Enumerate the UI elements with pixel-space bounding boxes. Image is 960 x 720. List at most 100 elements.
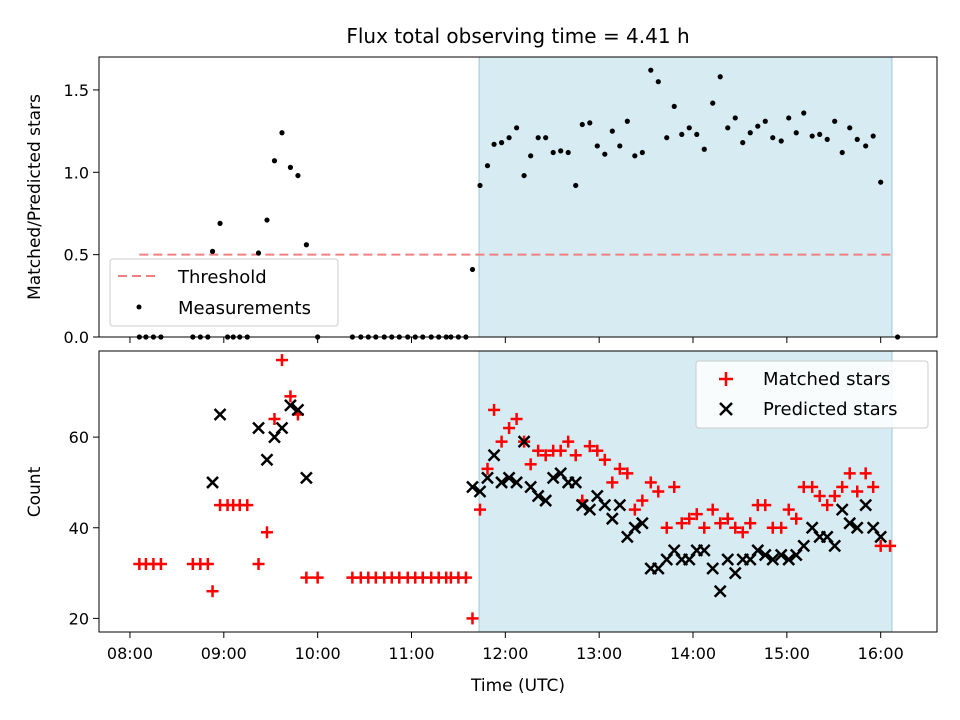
predicted-star-point: [828, 539, 842, 553]
matched-star-point: [569, 449, 582, 462]
predicted-star-point: [291, 403, 305, 417]
predicted-star-point: [766, 553, 780, 566]
predicted-star-point: [495, 476, 508, 489]
matched-star-point: [268, 412, 281, 425]
x-stroke-b: [874, 530, 888, 544]
predicted-star-point: [797, 539, 811, 553]
x-stroke-b: [206, 476, 219, 489]
matched-star-point: [721, 512, 734, 525]
predicted-star-point: [751, 544, 765, 557]
measurement-point: [279, 130, 285, 136]
predicted-star-point: [300, 471, 313, 485]
bottom-panel: 20 40 60 08:00 09:00 10:00 11:00 12:00 13:00 14:…: [25, 350, 938, 696]
matched-star-point: [562, 435, 575, 448]
matched-star-point: [782, 503, 795, 516]
matched-star-point: [300, 571, 313, 584]
predicted-star-point: [213, 408, 227, 421]
measurement-point: [535, 135, 541, 141]
legend-predicted-swatch: [719, 402, 733, 416]
measurement-point: [255, 250, 262, 256]
measurement-point: [847, 125, 853, 131]
x-stroke-b: [766, 553, 780, 566]
measurement-point: [755, 123, 761, 129]
top-y-axis: 0.0 0.5 1.0 1.5: [64, 81, 99, 347]
y-tick-label: 1.0: [64, 163, 89, 182]
predicted-star-point: [539, 494, 553, 507]
predicted-star-point: [613, 498, 627, 512]
measurement-point: [701, 146, 707, 152]
predicted-star-point: [628, 521, 642, 535]
matched-star-point: [759, 499, 772, 512]
matched-star-point: [714, 517, 727, 530]
matched-star-point: [859, 467, 872, 480]
measurement-point: [521, 172, 527, 179]
measurement-point: [303, 242, 309, 248]
matched-star-point: [311, 571, 324, 584]
predicted-star-point: [774, 548, 788, 562]
x-stroke-b: [706, 562, 720, 575]
matched-star-point: [503, 422, 516, 435]
x-stroke-b: [598, 498, 612, 512]
predicted-star-point: [275, 421, 289, 435]
x-stroke-b: [713, 584, 727, 598]
measurement-point: [762, 118, 768, 124]
bottom-y-axis: 20 40 60: [69, 428, 99, 628]
predicted-star-point: [473, 485, 487, 498]
x-stroke-b: [590, 489, 604, 503]
measurement-point: [271, 158, 278, 164]
matched-star-point: [201, 558, 214, 571]
matched-star-point: [613, 462, 626, 475]
x-stroke-b: [828, 539, 842, 553]
x-stroke-b: [510, 476, 523, 489]
bottom-legend: Matched stars Predicted stars: [695, 360, 929, 429]
x-tick-label: 09:00: [201, 644, 247, 663]
x-stroke-b: [728, 566, 742, 580]
x-stroke-b: [797, 539, 811, 553]
y-tick-label: 60: [69, 428, 89, 447]
matched-star-point: [851, 485, 864, 498]
matched-star-point: [652, 485, 665, 498]
predicted-star-point: [510, 476, 523, 489]
matched-star-point: [539, 449, 552, 462]
measurement-point: [878, 179, 884, 185]
predicted-star-point: [260, 453, 274, 467]
measurement-point: [498, 140, 505, 146]
matched-star-point: [736, 526, 749, 539]
measurement-point: [565, 149, 571, 156]
predicted-star-point: [546, 471, 560, 485]
x-stroke-b: [487, 448, 501, 462]
measurement-point: [710, 100, 716, 106]
x-stroke-b: [782, 553, 796, 566]
measurement-point: [793, 130, 799, 136]
x-stroke-b: [866, 521, 880, 535]
measurement-point: [747, 130, 753, 136]
legend-predicted-label: Predicted stars: [763, 399, 897, 420]
bottom-x-axis: 08:00 09:00 10:00 11:00 12:00 13:00 14:00 15:00…: [107, 632, 904, 663]
matched-star-point: [510, 412, 523, 425]
matched-star-point: [660, 521, 673, 534]
measurement-point: [854, 136, 860, 142]
x-stroke-b: [466, 480, 479, 494]
matched-stars-points: [133, 354, 897, 625]
measurement-point: [632, 153, 638, 159]
x-stroke-b: [213, 408, 227, 421]
legend-measurements-label: Measurements: [178, 298, 311, 319]
measurement-point: [870, 133, 876, 139]
matched-star-point: [628, 503, 641, 516]
measurement-point: [863, 143, 869, 149]
predicted-star-point: [583, 503, 597, 517]
x-tick-label: 08:00: [107, 644, 153, 663]
predicted-star-point: [713, 584, 727, 598]
measurement-point: [573, 182, 579, 189]
predicted-star-point: [874, 530, 888, 544]
bottom-axes-frame: [98, 350, 938, 633]
legend-matched-swatch: [719, 372, 733, 386]
measurement-point: [786, 115, 792, 121]
predicted-star-point: [859, 498, 873, 512]
x-stroke-b: [495, 476, 508, 489]
x-stroke-b: [605, 512, 619, 526]
predicted-stars-points: [206, 399, 888, 598]
x-tick-label: 13:00: [576, 644, 622, 663]
x-stroke-b: [531, 489, 545, 503]
matched-star-point: [636, 494, 649, 507]
